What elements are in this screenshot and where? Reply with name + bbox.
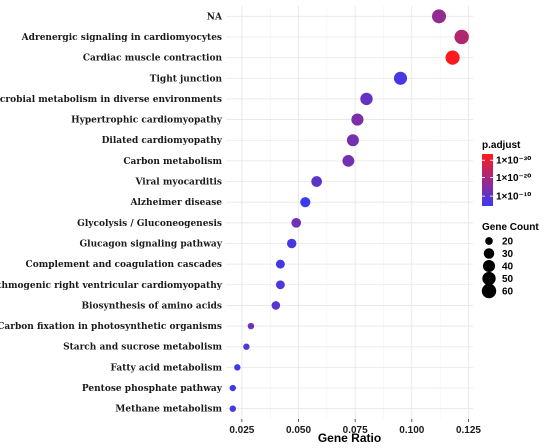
color-legend-title: p.adjust [482,140,521,151]
category-label: Starch and sucrose metabolism [63,343,222,353]
size-legend-label: 60 [502,287,514,298]
category-label: Adrenergic signaling in cardiomyocytes [21,33,222,43]
data-point [300,197,311,208]
x-tick-label: 0.025 [229,425,254,436]
data-point [247,322,255,330]
category-label: Arrhythmogenic right ventricular cardiom… [0,281,223,291]
size-legend-title: Gene Count [482,222,539,233]
color-bar [482,154,493,206]
data-points [229,9,469,412]
grid [226,6,473,419]
x-axis-title: Gene Ratio [318,431,381,445]
size-legend-label: 20 [502,237,514,248]
size-legend-dot [481,283,497,299]
data-point [351,113,364,126]
category-label: Glucagon signaling pathway [79,239,222,249]
category-label: Cardiac muscle contraction [83,54,223,64]
x-tick-label: 0.075 [343,425,368,436]
category-label: Microbial metabolism in diverse environm… [0,95,222,105]
category-label: Glycolysis / Gluconeogenesis [77,219,222,229]
category-label: Pentose phosphate pathway [82,384,223,394]
data-point [229,384,236,392]
data-point [291,217,302,228]
data-point [432,9,447,24]
category-label: Methane metabolism [115,405,222,415]
category-label: Tight junction [150,74,223,84]
size-legend-label: 40 [502,262,514,273]
plot-background [226,6,473,419]
data-point [275,259,285,269]
data-point [311,176,323,187]
x-tick-label: 0.125 [456,425,481,436]
category-label: Biosynthesis of amino acids [81,301,222,311]
size-legend-label: 50 [502,274,514,285]
data-point [445,50,460,65]
size-legend-dot [482,259,496,273]
category-label: NA [207,12,223,22]
data-point [234,364,241,371]
size-legend-dot [485,237,493,245]
category-label: Carbon metabolism [123,157,222,167]
color-legend-label: 1×10⁻³⁰ [496,156,532,167]
data-point [360,92,373,106]
category-labels: NA Adrenergic signaling in cardiomyocytes… [0,12,223,414]
data-point [271,301,281,310]
data-point [454,29,469,45]
x-tick-label: 0.050 [286,425,311,436]
size-legend-dot [482,271,496,286]
x-tick-label: 0.100 [399,425,424,436]
category-label: Alzheimer disease [130,198,223,208]
color-legend-label: 1×10⁻²⁰ [496,173,532,184]
data-point [346,134,359,147]
data-point [243,343,250,350]
color-legend-label: 1×10⁻¹⁰ [496,192,532,203]
color-legend: p.adjust 1×10⁻³⁰ 1×10⁻²⁰ 1×10⁻¹⁰ [482,140,532,206]
category-label: Fatty acid metabolism [110,363,222,373]
data-point [393,71,408,85]
category-label: Viral myocarditis [134,178,222,188]
x-axis-ticks: 0.025 0.050 0.075 0.100 0.125 [229,419,481,436]
data-point [286,238,297,249]
data-point [342,154,355,167]
data-point [229,405,236,412]
data-point [275,280,285,290]
category-label: Dilated cardiomyopathy [102,136,223,146]
category-label: Complement and coagulation cascades [26,260,222,270]
size-legend-label: 30 [502,249,514,260]
category-label: Carbon fixation in photosynthetic organi… [0,322,222,332]
size-legend-dot [483,248,495,259]
category-label: Hypertrophic cardiomyopathy [71,116,223,126]
